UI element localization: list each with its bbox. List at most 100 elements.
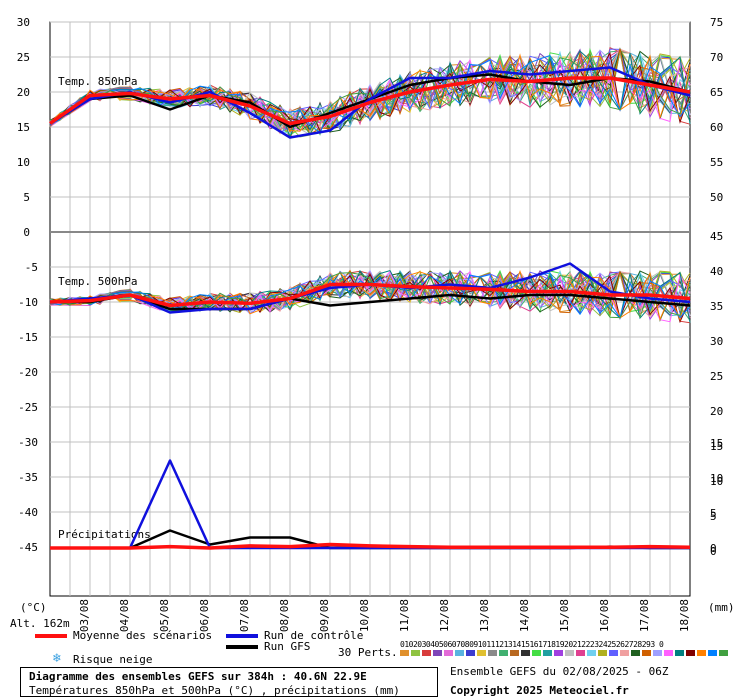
pert-swatch — [675, 650, 684, 656]
ensemble-member-500 — [49, 270, 691, 323]
y-tick-right-500: 35 — [710, 300, 723, 313]
pert-swatch — [554, 650, 563, 656]
pert-swatch — [620, 650, 629, 656]
y-tick-right-precip: 10 — [710, 472, 723, 485]
legend-gfs-label: Run GFS — [264, 640, 311, 653]
pert-swatch — [697, 650, 706, 656]
series-850-mean-line — [48, 76, 691, 126]
legend-mean-label: Moyenne des scénarios — [73, 629, 213, 642]
pert-swatch — [400, 650, 409, 656]
pert-swatch — [422, 650, 431, 656]
y-tick-right-850: 60 — [710, 121, 723, 134]
celsius-unit-label: (°C) — [20, 601, 47, 614]
x-date-label: 05/08 — [158, 599, 171, 632]
y-tick-right-500: 10 — [710, 475, 723, 488]
ensemble-member-850 — [49, 51, 691, 133]
pert-swatch — [488, 650, 497, 656]
pert-swatch — [444, 650, 453, 656]
y-tick-left-500: -45 — [18, 541, 38, 554]
pert-swatch — [499, 650, 508, 656]
series-500-mean-line — [49, 282, 691, 308]
y-tick-right-850: 75 — [710, 16, 723, 29]
pert-swatch — [664, 650, 673, 656]
y-tick-left-500: -5 — [25, 261, 38, 274]
y-tick-left-850: 20 — [17, 86, 30, 99]
x-date-label: 11/08 — [398, 599, 411, 632]
x-date-label: 16/08 — [598, 599, 611, 632]
y-tick-right-850: 70 — [710, 51, 723, 64]
y-tick-right-500: 0 — [710, 545, 717, 558]
panel-title-850: Temp. 850hPa — [58, 75, 137, 88]
chart-subtitle: Températures 850hPa et 500hPa (°C) , pré… — [29, 684, 400, 697]
chart-title: Diagramme des ensembles GEFS sur 384h : … — [29, 670, 367, 683]
perturbations-label: 30 Perts. — [338, 646, 398, 659]
ensemble-run-label: Ensemble GEFS du 02/08/2025 - 06Z — [450, 665, 669, 678]
y-tick-left-500: -20 — [18, 366, 38, 379]
pert-swatch — [576, 650, 585, 656]
x-date-label: 12/08 — [438, 599, 451, 632]
x-date-label: 03/08 — [78, 599, 91, 632]
pert-swatch — [510, 650, 519, 656]
pert-swatch — [543, 650, 552, 656]
pert-swatch — [598, 650, 607, 656]
panel-title-precip: Précipitations — [58, 528, 151, 541]
pert-swatch — [477, 650, 486, 656]
pert-swatch — [565, 650, 574, 656]
x-date-label: 17/08 — [638, 599, 651, 632]
y-tick-right-precip: 5 — [710, 507, 717, 520]
legend-control-swatch — [226, 634, 258, 638]
pert-swatch — [521, 650, 530, 656]
mm-unit-label: (mm) — [708, 601, 735, 614]
y-tick-left-850: 10 — [17, 156, 30, 169]
y-tick-left-500: -35 — [18, 471, 38, 484]
pert-swatch — [708, 650, 717, 656]
pert-swatch — [433, 650, 442, 656]
x-date-label: 14/08 — [518, 599, 531, 632]
panel-title-500: Temp. 500hPa — [58, 275, 137, 288]
y-tick-left-850: 25 — [17, 51, 30, 64]
y-tick-right-850: 65 — [710, 86, 723, 99]
y-tick-right-850: 55 — [710, 156, 723, 169]
pert-swatch — [411, 650, 420, 656]
legend-gfs-swatch — [226, 645, 258, 649]
y-tick-right-500: 20 — [710, 405, 723, 418]
x-date-label: 18/08 — [678, 599, 691, 632]
title-box: Diagramme des ensembles GEFS sur 384h : … — [20, 667, 438, 697]
y-tick-right-850: 50 — [710, 191, 723, 204]
y-tick-right-500: 5 — [710, 510, 717, 523]
pert-swatch — [653, 650, 662, 656]
pert-swatch — [455, 650, 464, 656]
x-date-label: 09/08 — [318, 599, 331, 632]
x-date-label: 15/08 — [558, 599, 571, 632]
y-tick-left-500: -10 — [18, 296, 38, 309]
x-date-label: 06/08 — [198, 599, 211, 632]
ensemble-member-850 — [49, 49, 691, 131]
x-date-label: 13/08 — [478, 599, 491, 632]
y-tick-left-500: -25 — [18, 401, 38, 414]
y-tick-left-850: 30 — [17, 16, 30, 29]
snow-risk-label: Risque neige — [73, 653, 153, 666]
y-tick-left-850: 5 — [23, 191, 30, 204]
x-date-label: 10/08 — [358, 599, 371, 632]
y-tick-right-500: 30 — [710, 335, 723, 348]
pert-swatch — [719, 650, 728, 656]
pert-numbers: 0102030405060708091011121314151617181920… — [400, 640, 664, 649]
y-tick-right-precip: 0 — [710, 542, 717, 555]
y-tick-left-850: 15 — [17, 121, 30, 134]
series-850-control-line — [49, 66, 691, 139]
x-date-label: 07/08 — [238, 599, 251, 632]
legend-control-label: Run de contrôle — [264, 629, 364, 642]
pert-swatch — [642, 650, 651, 656]
y-tick-left-500: -30 — [18, 436, 38, 449]
copyright-label: Copyright 2025 Meteociel.fr — [450, 684, 629, 697]
y-tick-left-850: 0 — [23, 226, 30, 239]
x-date-label: 08/08 — [278, 599, 291, 632]
series-precip-mean-line — [50, 542, 691, 550]
x-date-label: 04/08 — [118, 599, 131, 632]
pert-swatch — [631, 650, 640, 656]
pert-swatch — [532, 650, 541, 656]
pert-swatch — [609, 650, 618, 656]
altitude-label: Alt. 162m — [10, 617, 70, 630]
y-tick-right-500: 40 — [710, 265, 723, 278]
